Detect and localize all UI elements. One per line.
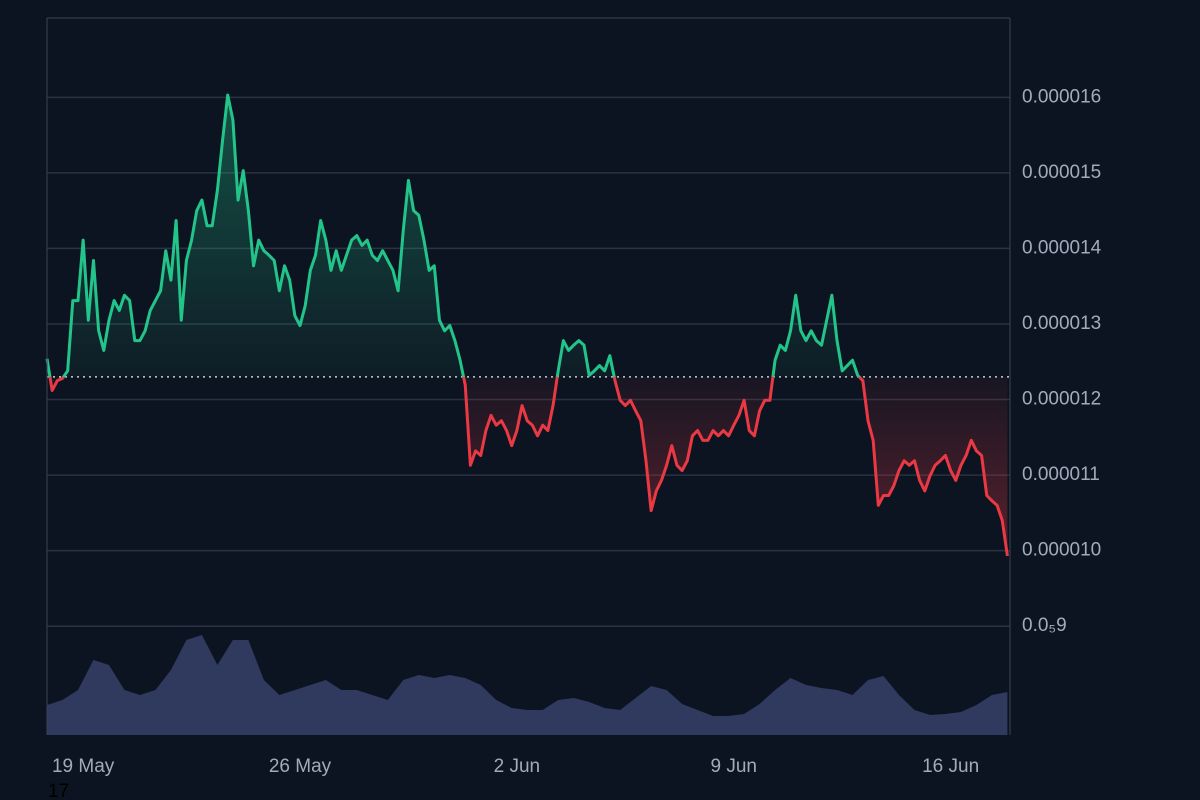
y-tick-label: 0.000012 bbox=[1022, 389, 1101, 410]
y-tick-label: 0.000010 bbox=[1022, 540, 1101, 561]
plot bbox=[45, 93, 1010, 735]
grid bbox=[47, 96, 1010, 627]
x-extra-label: 17 bbox=[48, 781, 69, 800]
area-fill bbox=[47, 95, 1008, 556]
x-tick-label: 2 Jun bbox=[494, 756, 540, 777]
y-tick-label: 0.000016 bbox=[1022, 86, 1101, 107]
x-tick-label: 9 Jun bbox=[711, 756, 757, 777]
price-line bbox=[45, 93, 1009, 557]
x-tick-label: 19 May bbox=[52, 756, 115, 777]
y-tick-label: 0.000013 bbox=[1022, 313, 1101, 334]
y-tick-label: 0.000015 bbox=[1022, 162, 1101, 183]
y-tick-label: 0.0₅9 bbox=[1022, 615, 1067, 636]
y-tick-label: 0.000014 bbox=[1022, 237, 1102, 258]
volume-area bbox=[47, 635, 1008, 735]
labels: 0.0₅9 0.000010 0.000011 0.000012 0.000013 0.0… bbox=[48, 86, 1102, 800]
x-tick-label: 26 May bbox=[269, 756, 332, 777]
y-tick-label: 0.000011 bbox=[1022, 464, 1100, 485]
x-tick-label: 16 Jun bbox=[922, 756, 979, 777]
